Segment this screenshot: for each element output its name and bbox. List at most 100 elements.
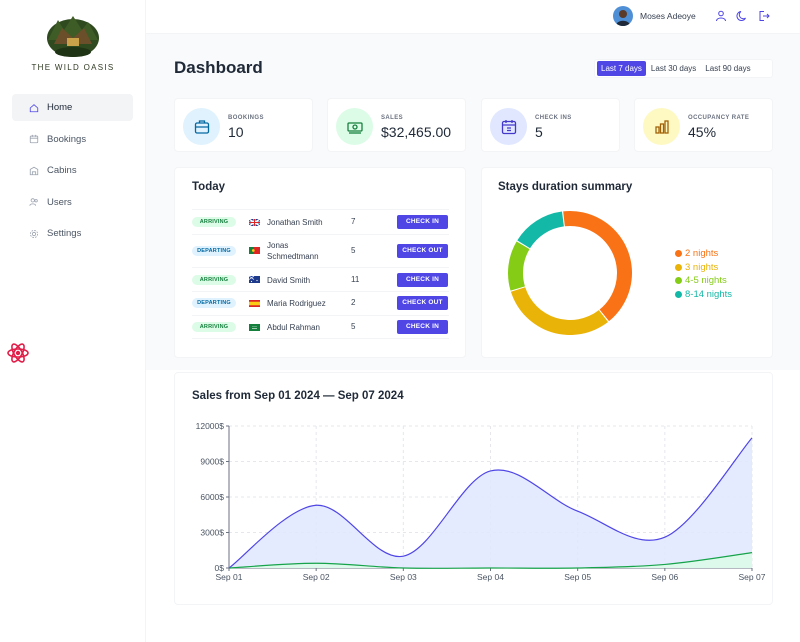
status-badge: ARRIVING (192, 322, 236, 332)
stat-bookings: BOOKINGS 10 (174, 98, 313, 152)
today-row: DEPARTING Jonas Schmedtmann 5 CHECK OUT (192, 234, 449, 267)
filter-last-7-days[interactable]: Last 7 days (597, 61, 646, 76)
legend-item: 4-5 nights (675, 274, 732, 288)
sidebar-item-label: Bookings (47, 133, 87, 145)
today-row: DEPARTING Maria Rodriguez 2 CHECK OUT (192, 291, 449, 315)
user-name: Moses Adeoye (640, 11, 696, 21)
y-tick-label: 9000$ (200, 457, 224, 467)
nights-count: 5 (351, 322, 356, 331)
y-tick-label: 0$ (215, 563, 225, 573)
legend-label: 4-5 nights (685, 275, 727, 286)
calendar-days-icon (490, 108, 527, 145)
users-icon (29, 198, 38, 206)
guest-name: David Smith (267, 276, 311, 285)
gear-icon (29, 229, 39, 238)
status-badge: DEPARTING (192, 298, 236, 308)
today-title: Today (192, 181, 226, 193)
x-tick-label: Sep 05 (564, 572, 591, 582)
banknotes-icon (336, 108, 373, 145)
avatar[interactable] (613, 6, 633, 26)
sidebar-item-cabins[interactable]: Cabins (12, 157, 133, 184)
sales-title: Sales from Sep 01 2024 — Sep 07 2024 (192, 390, 404, 402)
sidebar-item-label: Home (47, 102, 73, 113)
legend-item: 8-14 nights (675, 288, 732, 302)
sidebar-item-bookings[interactable]: Bookings (12, 126, 133, 153)
legend-dot (675, 290, 682, 298)
flag-es-icon (249, 300, 260, 307)
flag-pt-icon (249, 247, 260, 254)
check-in-button[interactable]: CHECK IN (397, 215, 448, 229)
legend-dot (675, 250, 682, 258)
donut-slice (508, 241, 530, 291)
nights-count: 11 (351, 275, 360, 284)
legend-dot (675, 263, 682, 271)
duration-legend: 2 nights 3 nights 4-5 nights 8-14 nights (675, 247, 732, 301)
brand-name: THE WILD OASIS (31, 63, 115, 72)
duration-donut-chart (508, 211, 632, 335)
status-badge: DEPARTING (192, 246, 236, 256)
donut-slice (517, 211, 564, 249)
sidebar-item-label: Cabins (47, 165, 77, 176)
stat-value: 10 (228, 124, 244, 140)
nights-count: 5 (351, 246, 356, 255)
avatar-icon (616, 10, 630, 26)
sidebar: THE WILD OASIS Home Bookings Cabins User… (0, 0, 146, 642)
flag-au-icon (249, 276, 260, 283)
x-tick-label: Sep 06 (651, 572, 678, 582)
cabin-icon (29, 166, 39, 175)
guest-name: Jonas Schmedtmann (267, 241, 319, 261)
guest-name: Maria Rodriguez (267, 299, 326, 308)
check-out-button[interactable]: CHECK OUT (397, 296, 448, 310)
area-fill (229, 552, 752, 569)
x-tick-label: Sep 01 (216, 572, 243, 582)
stat-label: BOOKINGS (228, 115, 264, 121)
stat-occupancy-rate: OCCUPANCY RATE 45% (634, 98, 773, 152)
page-title: Dashboard (174, 58, 263, 77)
user-icon[interactable] (715, 10, 727, 22)
chart-bar-icon (643, 108, 680, 145)
legend-label: 3 nights (685, 261, 719, 273)
logout-icon[interactable] (758, 10, 770, 22)
legend-item: 3 nights (675, 261, 732, 275)
stat-value: $32,465.00 (381, 124, 452, 140)
y-tick-label: 6000$ (200, 492, 224, 502)
guest-name: Jonathan Smith (267, 218, 323, 227)
moon-icon[interactable] (736, 10, 748, 22)
calendar-icon (29, 134, 39, 144)
home-icon (29, 103, 39, 112)
today-row: ARRIVING Jonathan Smith 7 CHECK IN (192, 209, 449, 234)
filter-last-30-days[interactable]: Last 30 days (650, 64, 697, 73)
filter-last-90-days[interactable]: Last 90 days (705, 64, 751, 73)
topbar: Moses Adeoye (146, 0, 800, 34)
stat-label: SALES (381, 115, 404, 121)
x-tick-label: Sep 02 (303, 572, 330, 582)
sales-area-chart: 0$ 3000$ 6000$ 9000$ 12000$ Sep 01 Sep 02 Sep 0… (196, 421, 766, 582)
sidebar-item-users[interactable]: Users (12, 189, 133, 216)
area-fill (229, 437, 752, 568)
check-out-button[interactable]: CHECK OUT (397, 244, 448, 258)
check-in-button[interactable]: CHECK IN (397, 320, 448, 334)
guest-name: Abdul Rahman (267, 323, 320, 332)
x-tick-label: Sep 07 (739, 572, 766, 582)
stat-check-ins: CHECK INS 5 (481, 98, 620, 152)
donut-slice (510, 287, 609, 335)
nights-count: 2 (351, 298, 356, 307)
check-in-button[interactable]: CHECK IN (397, 273, 448, 287)
series-line (228, 437, 753, 569)
today-row: ARRIVING Abdul Rahman 5 CHECK IN (192, 315, 449, 339)
briefcase-icon (183, 108, 220, 145)
duration-title: Stays duration summary (498, 181, 633, 193)
flag-uk-icon (249, 219, 260, 226)
stat-sales: SALES $32,465.00 (327, 98, 466, 152)
wild-oasis-logo (47, 16, 99, 57)
donut-slice (563, 211, 632, 322)
y-tick-label: 3000$ (200, 528, 224, 538)
stat-label: CHECK INS (535, 115, 572, 121)
stat-value: 5 (535, 124, 543, 140)
y-tick-label: 12000$ (196, 421, 225, 431)
sidebar-item-settings[interactable]: Settings (12, 220, 133, 247)
react-devtools-icon[interactable] (6, 341, 30, 365)
sidebar-item-home[interactable]: Home (12, 94, 133, 121)
sidebar-item-label: Settings (47, 228, 82, 239)
x-tick-label: Sep 04 (477, 572, 504, 582)
